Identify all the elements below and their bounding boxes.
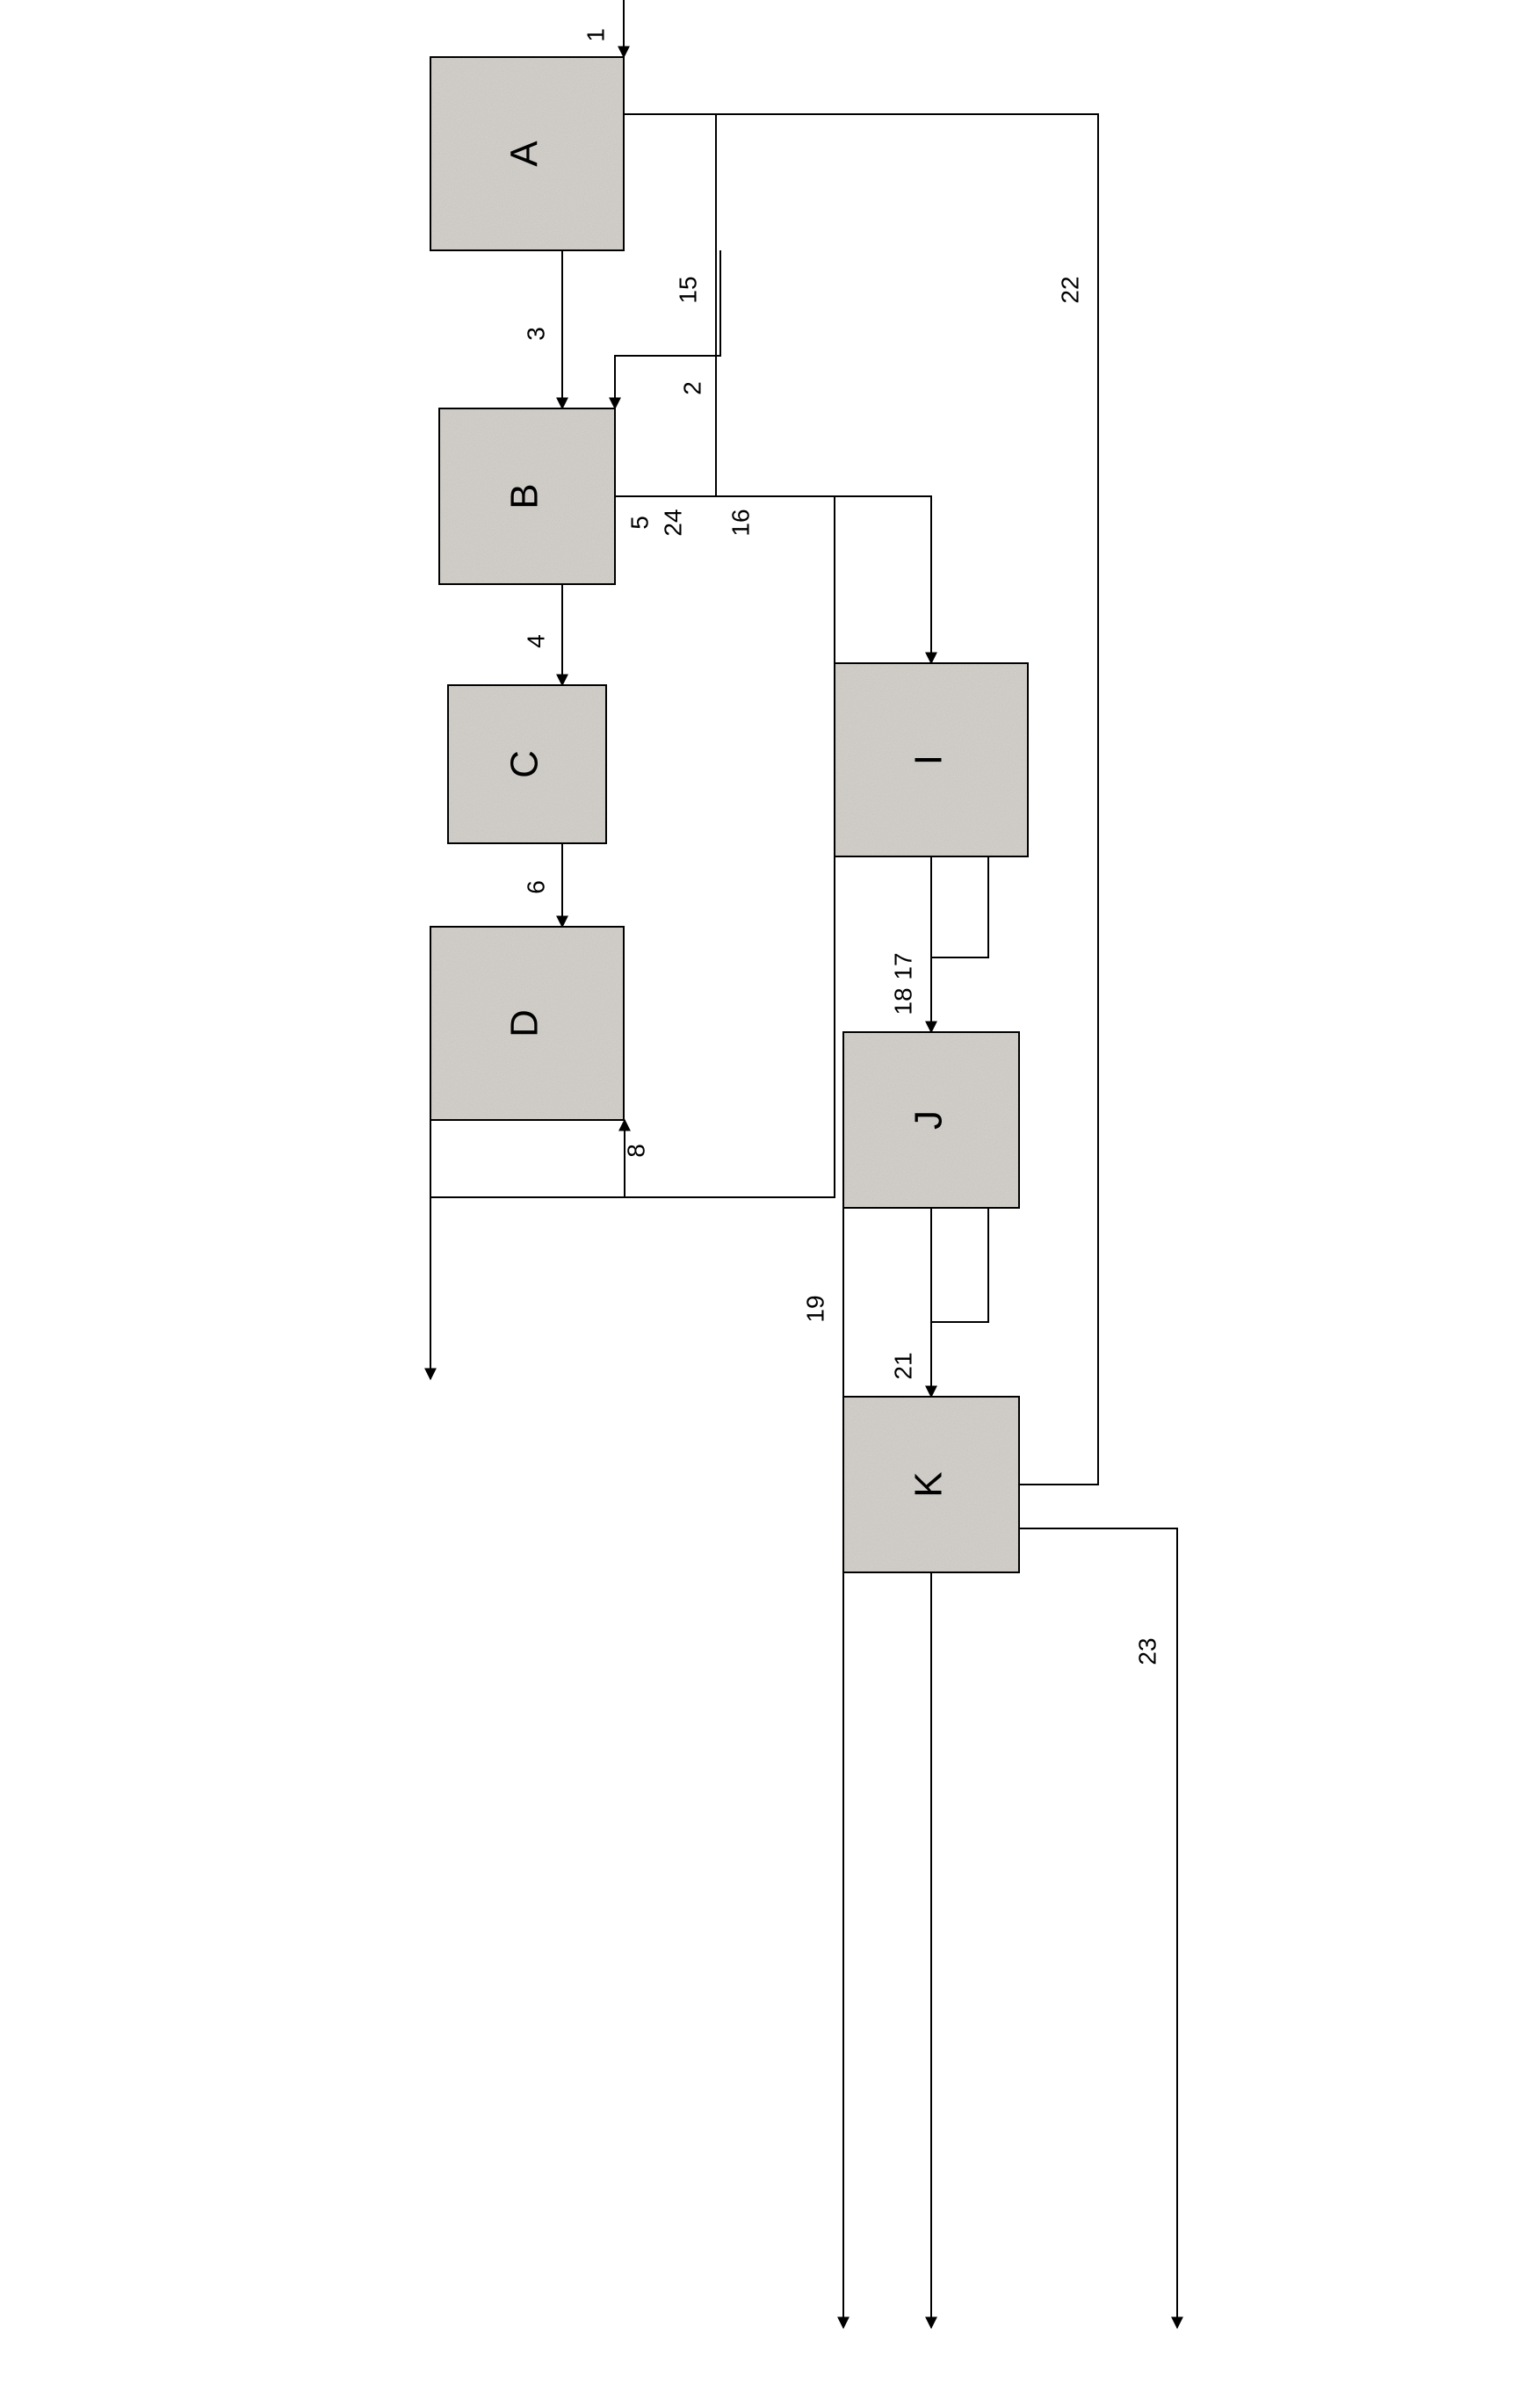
edge-label-23: 23 — [1133, 1637, 1160, 1665]
node-J: J — [843, 1032, 1019, 1208]
edge-label-6: 6 — [522, 880, 549, 894]
node-label-B: B — [503, 483, 546, 509]
edge-label-3: 3 — [522, 327, 549, 341]
edge-15 — [624, 57, 716, 496]
node-D: D — [430, 927, 624, 1120]
node-K: K — [843, 1397, 1019, 1572]
node-C: C — [448, 685, 606, 843]
edge-label-17: 17 — [889, 952, 916, 979]
node-A: A — [430, 57, 624, 250]
node-I: I — [835, 663, 1028, 856]
edge-label-8: 8 — [622, 1144, 649, 1158]
edge-label-5: 5 — [625, 516, 653, 530]
edge-e16b — [835, 496, 931, 663]
edge-label-19: 19 — [801, 1295, 828, 1322]
node-label-C: C — [503, 750, 546, 778]
node-B: B — [439, 408, 615, 584]
node-label-I: I — [907, 755, 951, 765]
node-label-A: A — [503, 141, 546, 167]
edge-label-4: 4 — [522, 634, 549, 648]
edge-label-15: 15 — [674, 276, 701, 303]
edge-label-2: 2 — [678, 381, 705, 395]
node-label-K: K — [907, 1471, 951, 1497]
node-label-D: D — [503, 1009, 546, 1037]
edge-21 — [931, 1208, 988, 1397]
edge-label-21: 21 — [889, 1352, 916, 1379]
edge-label-16: 16 — [727, 509, 754, 536]
edge-label-22: 22 — [1056, 276, 1083, 303]
edge-18 — [931, 856, 988, 1032]
edge-label-18: 18 — [889, 987, 916, 1015]
node-label-J: J — [907, 1110, 951, 1130]
edge-label-1: 1 — [582, 28, 609, 42]
edge-24 — [625, 496, 835, 1197]
edge-label-24: 24 — [659, 509, 686, 536]
